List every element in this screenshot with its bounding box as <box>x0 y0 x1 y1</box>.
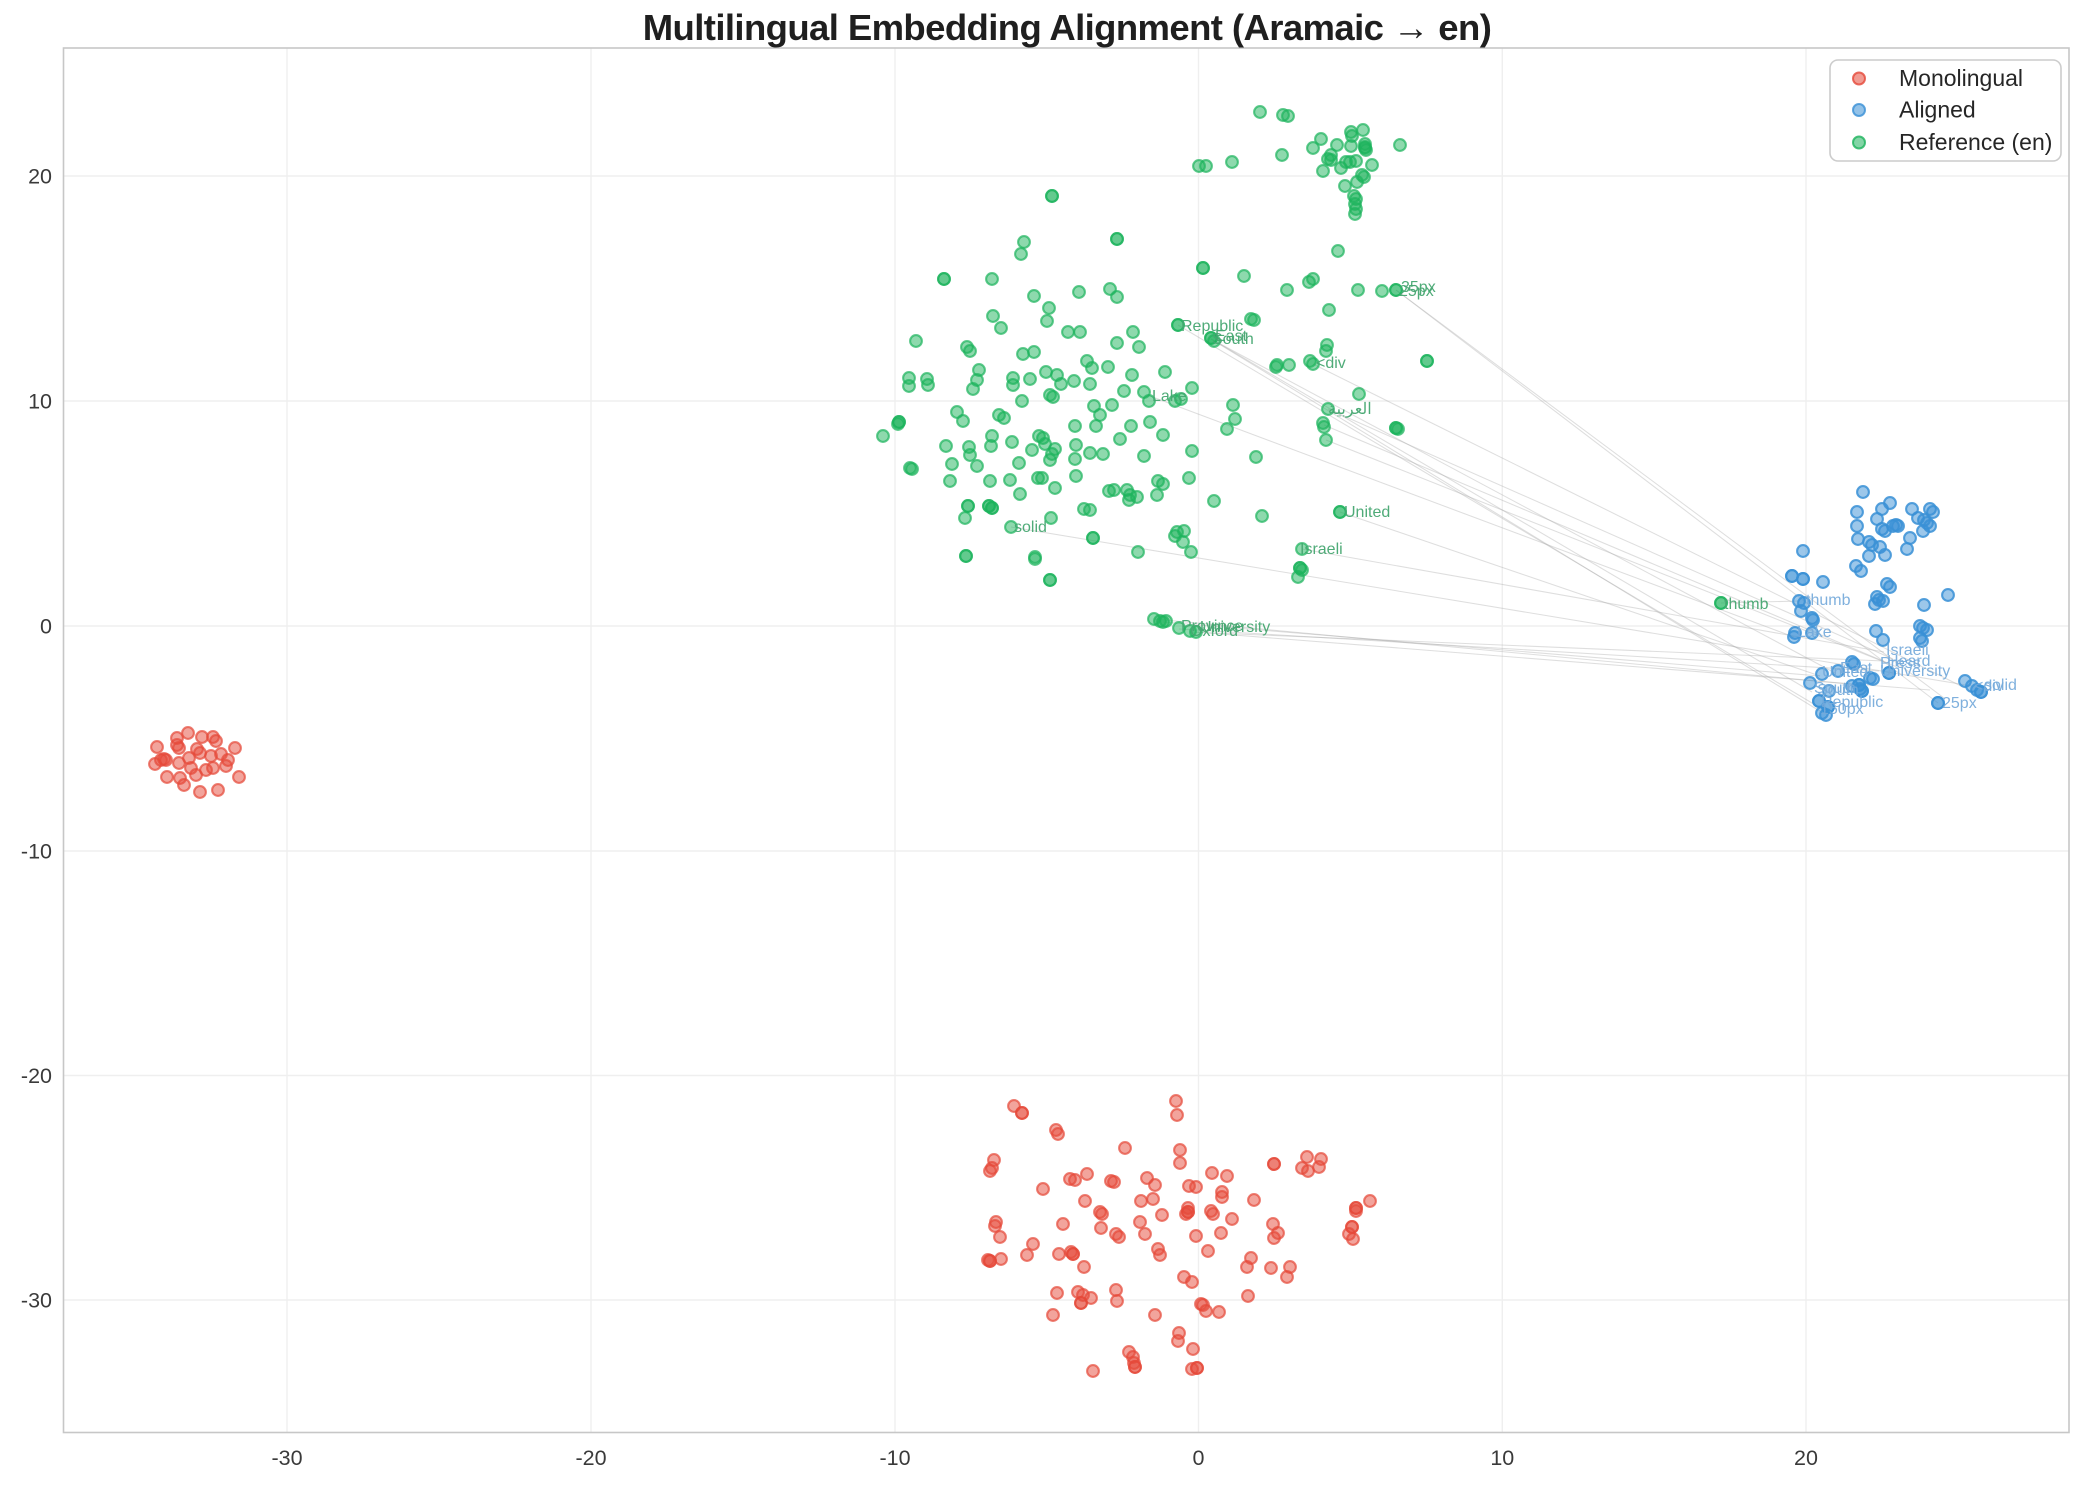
svg-text:Press: Press <box>1880 655 1921 672</box>
svg-text:<div: <div <box>1316 355 1346 372</box>
svg-text:Lake: Lake <box>1152 388 1187 405</box>
svg-text:25px: 25px <box>1399 283 1434 300</box>
svg-text:25px: 25px <box>1942 695 1977 712</box>
svg-text:solid: solid <box>1014 519 1047 536</box>
svg-text:United: United <box>1822 664 1868 681</box>
svg-text:South: South <box>1817 682 1859 699</box>
svg-text:Reference (en): Reference (en) <box>1899 129 2052 155</box>
svg-text:Republic: Republic <box>1181 318 1243 335</box>
svg-text:-10: -10 <box>21 840 52 864</box>
svg-text:Province: Province <box>1181 618 1243 635</box>
svg-text:-30: -30 <box>21 1289 52 1313</box>
svg-text:Multilingual Embedding Alignme: Multilingual Embedding Alignment (Aramai… <box>643 7 1492 48</box>
svg-text:Israeli: Israeli <box>1300 541 1343 558</box>
svg-text:العربية: العربية <box>1328 401 1372 418</box>
svg-text:Republic: Republic <box>1821 694 1883 711</box>
svg-text:10: 10 <box>28 390 52 414</box>
svg-text:35px: 35px <box>1401 279 1436 296</box>
svg-text:-20: -20 <box>575 1446 606 1470</box>
svg-text:Lake: Lake <box>1797 624 1832 641</box>
svg-text:South: South <box>1814 680 1856 697</box>
svg-text:150px: 150px <box>1820 701 1864 718</box>
svg-text:0: 0 <box>40 615 52 639</box>
svg-text:Oxford: Oxford <box>1190 623 1238 640</box>
svg-text:20: 20 <box>1794 1446 1818 1470</box>
svg-text:20: 20 <box>28 165 52 189</box>
svg-text:United: United <box>1344 504 1390 521</box>
svg-text:solid: solid <box>1984 677 2017 694</box>
svg-text:East: East <box>1840 660 1873 677</box>
svg-text:thumb: thumb <box>1806 592 1851 609</box>
svg-text:0: 0 <box>1193 1446 1205 1470</box>
svg-text:University: University <box>1880 663 1950 680</box>
svg-text:Israeli: Israeli <box>1886 642 1929 659</box>
svg-text:thumb: thumb <box>1724 596 1769 613</box>
svg-text:-20: -20 <box>21 1064 52 1088</box>
svg-text:-10: -10 <box>879 1446 910 1470</box>
svg-text:University: University <box>1200 619 1270 636</box>
svg-text:Heard: Heard <box>1887 653 1931 670</box>
svg-text:<div: <div <box>1974 678 2004 695</box>
svg-text:10: 10 <box>1490 1446 1514 1470</box>
svg-text:South: South <box>1212 331 1254 348</box>
svg-text:Aligned: Aligned <box>1899 97 1976 123</box>
svg-text:East: East <box>1215 328 1248 345</box>
svg-text:Monolingual: Monolingual <box>1899 65 2023 91</box>
svg-text:-30: -30 <box>271 1446 302 1470</box>
